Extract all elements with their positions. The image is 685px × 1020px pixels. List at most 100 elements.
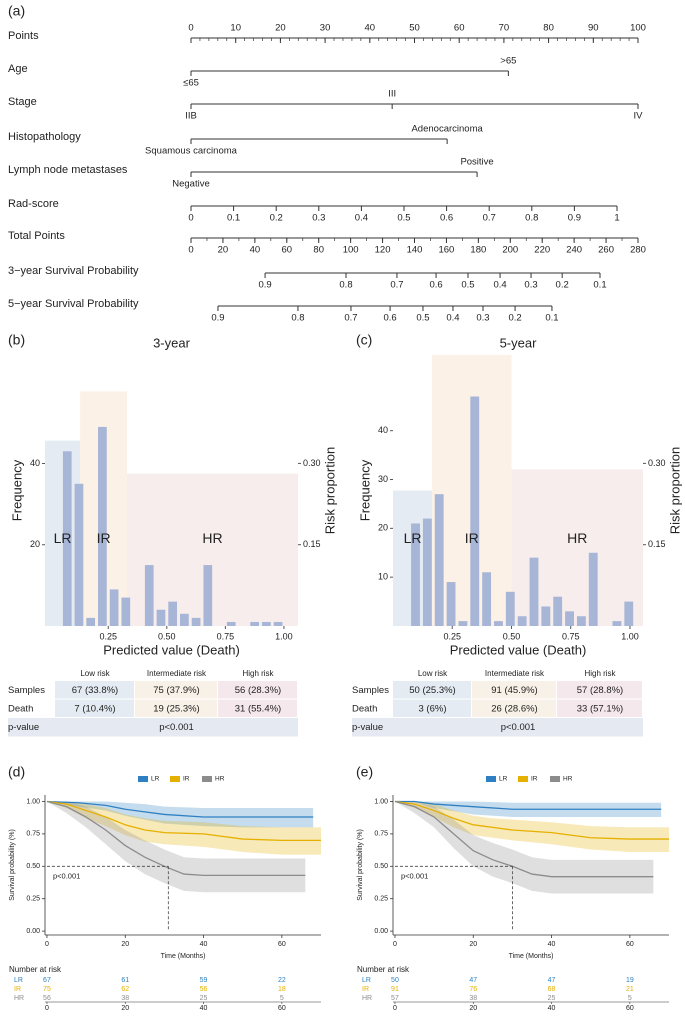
- tick-label: 90: [588, 23, 599, 34]
- footer-label: p-value: [352, 722, 383, 733]
- table-header: Low risk: [80, 669, 110, 678]
- row-label: Samples: [352, 685, 389, 696]
- risk-count: 25: [200, 995, 208, 1002]
- x-tick-label: 0: [393, 941, 397, 948]
- tick-label: 70: [499, 23, 510, 34]
- legend-swatch: [138, 776, 148, 782]
- y2-axis-label: Risk proportion: [667, 447, 682, 534]
- region-label: HR: [567, 530, 587, 546]
- tick-label: 20: [218, 245, 229, 256]
- risk-region: [126, 473, 298, 626]
- risk-count: 57: [391, 995, 399, 1002]
- risk-row-label: LR: [362, 977, 371, 984]
- tick-label: 0.7: [390, 280, 403, 291]
- row-label: Total Points: [8, 230, 65, 242]
- x-axis-label: Time (Months): [509, 953, 554, 960]
- bar: [168, 601, 178, 626]
- y-axis-label: Survival probability (%): [9, 829, 16, 901]
- y-tick-label: 0.25: [26, 896, 40, 903]
- cell-text: 31 (55.4%): [235, 703, 281, 714]
- legend-label: IR: [183, 776, 190, 783]
- tick-label: 40: [250, 245, 261, 256]
- risk-count: 21: [626, 986, 634, 993]
- x-tick-label: 1.00: [275, 631, 293, 641]
- footer-value: p<0.001: [159, 722, 194, 733]
- x-tick-label: 0.25: [443, 631, 461, 641]
- risk-count: 19: [626, 977, 634, 984]
- bar: [565, 611, 574, 626]
- bar: [203, 565, 213, 626]
- bar: [624, 601, 634, 626]
- y-tick-label: 0.50: [374, 863, 388, 870]
- tick-label: 0.7: [483, 213, 496, 224]
- risk-count: 22: [278, 977, 286, 984]
- legend-label: HR: [563, 776, 573, 783]
- x-tick-label: 20: [121, 941, 129, 948]
- risk-tick-label: 20: [469, 1005, 477, 1012]
- tick-label: 0.3: [524, 280, 537, 291]
- table-cell: [135, 681, 217, 699]
- tick-label: 120: [375, 245, 391, 256]
- table-cell: [557, 681, 642, 699]
- table-cell: [135, 699, 217, 717]
- y-axis-label: Frequency: [357, 459, 372, 521]
- row-label: 3−year Survival Probability: [8, 265, 139, 277]
- tick-label: 0.8: [339, 280, 352, 291]
- table-cell: [218, 699, 297, 717]
- x-tick-label: 0.50: [503, 631, 521, 641]
- tick-label: 160: [438, 245, 454, 256]
- footer-cell: [8, 718, 298, 737]
- tick-label: 0.4: [446, 313, 459, 324]
- bar: [62, 451, 72, 626]
- tick-label: 0.3: [312, 213, 325, 224]
- y2-tick-label: 0.15: [648, 539, 666, 549]
- bar: [180, 613, 189, 626]
- footer-label: p-value: [8, 722, 39, 733]
- tick-label: 0: [188, 23, 193, 34]
- row-label: Samples: [8, 685, 45, 696]
- tick-label: 200: [502, 245, 518, 256]
- x-axis-label: Predicted value (Death): [450, 642, 587, 657]
- footer-value: p<0.001: [501, 722, 536, 733]
- table-cell: [557, 699, 642, 717]
- bar: [262, 621, 271, 626]
- tick-label: 80: [543, 23, 554, 34]
- tick-label: 0.2: [508, 313, 521, 324]
- risk-count: 56: [200, 986, 208, 993]
- y-tick-label: 40: [378, 425, 388, 435]
- row-label: Lymph node metastases: [8, 164, 128, 176]
- risk-count: 56: [43, 995, 51, 1002]
- bar: [517, 616, 527, 626]
- tick-label: 60: [281, 245, 292, 256]
- tick-label: 0.9: [211, 313, 224, 324]
- chart-title: 5-year: [500, 335, 538, 350]
- tick-label: IV: [634, 111, 644, 122]
- risk-row-label: HR: [14, 995, 24, 1002]
- risk-row-label: IR: [362, 986, 369, 993]
- risk-count: 47: [548, 977, 556, 984]
- tick-label: Positive: [460, 157, 493, 168]
- bar: [612, 621, 622, 626]
- row-label: Death: [8, 703, 33, 714]
- bar: [470, 396, 480, 626]
- chart-title: 3-year: [153, 335, 191, 350]
- risk-count: 59: [200, 977, 208, 984]
- risk-tick-label: 60: [278, 1005, 286, 1012]
- y-tick-label: 0.75: [26, 831, 40, 838]
- region-label: LR: [404, 530, 422, 546]
- risk-count: 61: [121, 977, 129, 984]
- bar: [156, 609, 166, 626]
- cell-text: 57 (28.8%): [577, 685, 623, 696]
- tick-label: 220: [534, 245, 550, 256]
- bar: [446, 582, 456, 626]
- tick-label: 0.2: [270, 213, 283, 224]
- tick-label: 10: [230, 23, 241, 34]
- tick-label: Negative: [172, 179, 210, 190]
- row-label: Points: [8, 30, 39, 42]
- y-tick-label: 0.25: [374, 896, 388, 903]
- tick-label: 0.9: [258, 280, 271, 291]
- bar: [529, 557, 539, 626]
- bar: [422, 518, 432, 626]
- tick-label: 60: [454, 23, 465, 34]
- x-tick-label: 60: [278, 941, 286, 948]
